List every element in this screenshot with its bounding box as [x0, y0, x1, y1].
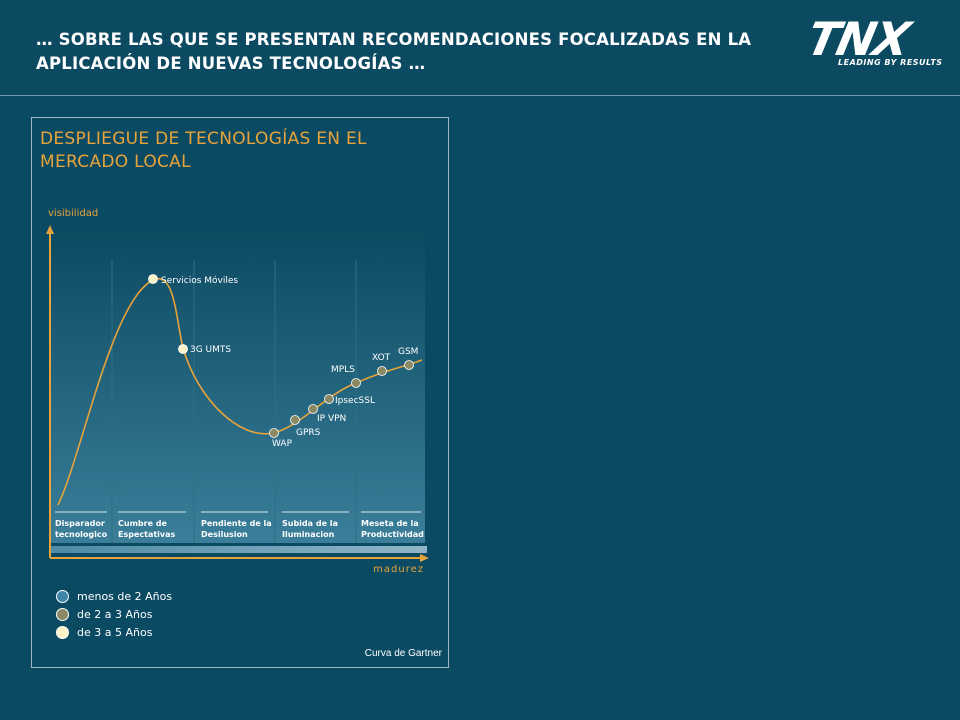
phase-labels: Disparador tecnologico Cumbre de Espectativ… — [55, 519, 424, 539]
technology-label: 3G UMTS — [190, 345, 231, 355]
page-title: … SOBRE LAS QUE SE PRESENTAN RECOMENDACI… — [36, 30, 752, 73]
technology-marker — [178, 344, 188, 354]
phase-label: tecnologico — [55, 530, 108, 539]
technology-marker — [290, 415, 300, 425]
phase-label: Meseta de la — [361, 519, 419, 528]
phase-label: Iluminacion — [282, 530, 335, 539]
technology-marker — [351, 378, 361, 388]
maturity-bar — [50, 546, 427, 553]
header: … SOBRE LAS QUE SE PRESENTAN RECOMENDACI… — [0, 0, 960, 96]
legend: menos de 2 Años de 2 a 3 Años de 3 a 5 A… — [56, 587, 172, 641]
technology-marker — [404, 360, 414, 370]
legend-item: menos de 2 Años — [56, 587, 172, 605]
legend-item: de 2 a 3 Años — [56, 605, 172, 623]
legend-label: de 2 a 3 Años — [77, 607, 153, 621]
x-axis-label: madurez — [373, 564, 424, 575]
legend-dot — [56, 625, 69, 639]
technology-marker — [269, 428, 279, 438]
technology-label: IP VPN — [317, 414, 346, 424]
axes — [46, 225, 429, 562]
phase-label: Espectativas — [118, 530, 176, 539]
footnote: Curva de Gartner — [364, 648, 442, 659]
technology-label: Servicios Móviles — [161, 275, 238, 286]
technology-label: GPRS — [296, 428, 321, 438]
phase-label: Pendiente de la — [201, 519, 272, 528]
legend-item: de 3 a 5 Años — [56, 623, 172, 641]
phase-label: Productividad — [361, 530, 424, 539]
phase-dividers — [111, 260, 357, 543]
legend-dot — [56, 589, 69, 603]
y-axis-arrow — [46, 225, 54, 234]
legend-dot — [56, 607, 69, 621]
technology-label: GSM — [398, 347, 418, 357]
logo-tagline: LEADING BY RESULTS — [838, 58, 943, 67]
x-axis-arrow — [420, 554, 429, 562]
technology-marker — [324, 394, 334, 404]
technology-marker — [308, 404, 318, 414]
panel-title: DESPLIEGUE DE TECNOLOGÍAS EN EL MERCADO … — [40, 129, 367, 172]
technology-marker — [377, 366, 387, 376]
technology-label: IpsecSSL — [335, 396, 375, 406]
phase-label: Cumbre de — [118, 519, 168, 528]
legend-label: menos de 2 Años — [77, 589, 173, 603]
phase-label: Desilusion — [201, 530, 248, 539]
phase-label: Disparador — [55, 519, 105, 528]
phase-label: Subida de la — [282, 519, 338, 528]
legend-label: de 3 a 5 Años — [77, 625, 153, 639]
technology-marker — [148, 274, 158, 284]
header-divider — [0, 95, 960, 96]
technology-label: WAP — [272, 439, 293, 449]
tnx-logo: TNX LEADING BY RESULTS — [802, 12, 948, 78]
technology-label: XOT — [372, 353, 391, 363]
y-axis-label: visibilidad — [48, 208, 98, 219]
technology-label: MPLS — [331, 365, 355, 375]
